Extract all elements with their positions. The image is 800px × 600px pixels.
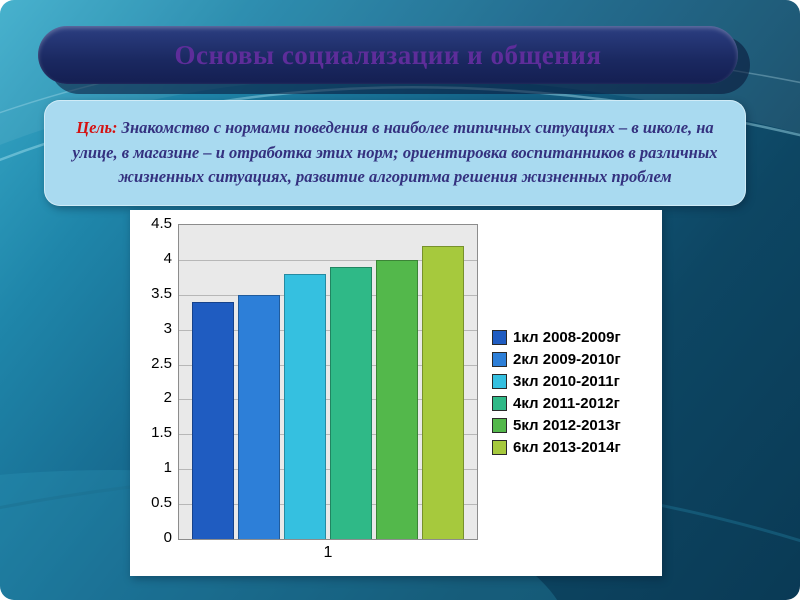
legend-label: 3кл 2010-2011г bbox=[513, 372, 620, 390]
bar-series-2 bbox=[238, 294, 280, 539]
bar-series-3 bbox=[284, 273, 326, 539]
y-axis-tick: 0.5 bbox=[151, 494, 172, 512]
goal-paragraph: Цель: Знакомство с нормами поведения в на… bbox=[64, 116, 726, 190]
y-axis-tick: 2 bbox=[163, 389, 172, 407]
gridline bbox=[179, 259, 477, 261]
gridline bbox=[179, 294, 477, 296]
bar-series-5 bbox=[376, 259, 418, 539]
plot-area bbox=[178, 224, 478, 540]
legend-swatch bbox=[492, 373, 507, 389]
legend-row: 6кл 2013-2014г bbox=[492, 436, 621, 458]
legend-label: 4кл 2011-2012г bbox=[513, 394, 620, 412]
legend-label: 2кл 2009-2010г bbox=[513, 350, 621, 368]
y-axis-tick: 1.5 bbox=[151, 424, 172, 442]
y-axis-tick: 3 bbox=[163, 319, 172, 337]
y-axis-tick: 1 bbox=[163, 459, 172, 477]
gridline bbox=[179, 434, 477, 436]
y-axis-tick: 0 bbox=[163, 529, 172, 546]
slide-title: Основы социализации и общения bbox=[174, 39, 602, 70]
legend-swatch bbox=[492, 329, 507, 345]
gridline bbox=[179, 364, 477, 366]
goal-label: Цель: bbox=[76, 117, 118, 137]
gridline bbox=[179, 469, 477, 471]
legend-row: 4кл 2011-2012г bbox=[492, 392, 621, 414]
title-banner: Основы социализации и общения bbox=[38, 26, 738, 84]
gridline bbox=[179, 399, 477, 401]
y-axis-tick: 4.5 bbox=[151, 215, 172, 232]
legend-label: 6кл 2013-2014г bbox=[513, 438, 621, 456]
legend-swatch bbox=[492, 417, 507, 433]
chart-legend: 1кл 2008-2009г 2кл 2009-2010г 3кл 2010-201… bbox=[492, 326, 621, 458]
legend-row: 5кл 2012-2013г bbox=[492, 414, 621, 436]
y-axis-tick: 4 bbox=[163, 249, 172, 267]
y-axis-tick: 3.5 bbox=[151, 284, 172, 302]
legend-swatch bbox=[492, 439, 507, 455]
bar-series-1 bbox=[192, 301, 234, 539]
x-axis-label: 1 bbox=[323, 544, 333, 561]
bar-chart: 1 1кл 2008-2009г 2кл 2009-2010г 3кл 2010-2… bbox=[130, 210, 662, 576]
goal-box: Цель: Знакомство с нормами поведения в на… bbox=[44, 100, 746, 206]
legend-label: 5кл 2012-2013г bbox=[513, 416, 621, 434]
legend-swatch bbox=[492, 395, 507, 411]
goal-text: Знакомство с нормами поведения в наиболе… bbox=[72, 117, 718, 187]
legend-row: 2кл 2009-2010г bbox=[492, 348, 621, 370]
legend-label: 1кл 2008-2009г bbox=[513, 328, 621, 346]
gridline bbox=[179, 504, 477, 506]
legend-swatch bbox=[492, 351, 507, 367]
y-axis-tick: 2.5 bbox=[151, 354, 172, 372]
bar-series-4 bbox=[330, 266, 372, 539]
legend-row: 3кл 2010-2011г bbox=[492, 370, 621, 392]
bar-series-6 bbox=[422, 245, 464, 539]
legend-row: 1кл 2008-2009г bbox=[492, 326, 621, 348]
gridline bbox=[179, 329, 477, 331]
